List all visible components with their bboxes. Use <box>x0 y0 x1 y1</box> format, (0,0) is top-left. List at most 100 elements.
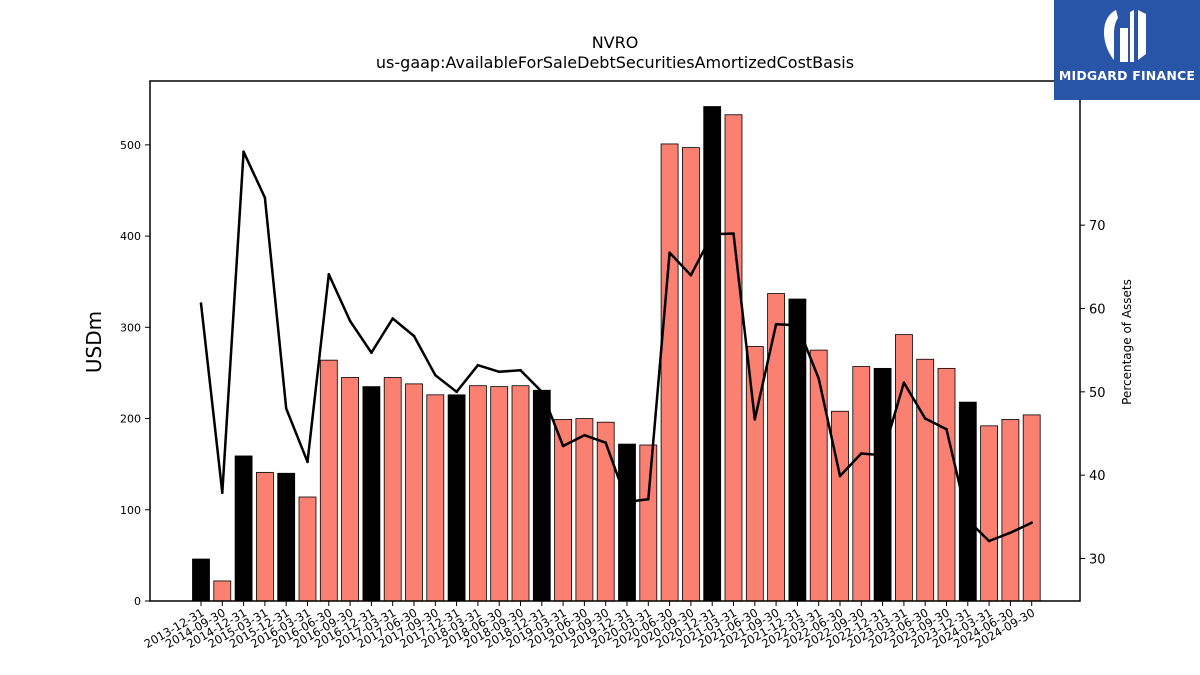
line-point <box>796 323 799 327</box>
line-point <box>519 368 522 372</box>
bar <box>703 106 722 602</box>
bar <box>1022 414 1041 602</box>
line-point <box>689 273 693 277</box>
logo-text: MIDGARD FINANCE <box>1058 68 1196 83</box>
line-point <box>412 334 416 338</box>
line-point <box>476 363 480 367</box>
y-axis-label: USDm <box>82 311 106 373</box>
line-point <box>668 251 671 254</box>
line-point <box>348 319 352 323</box>
y-tick-label: 200 <box>120 413 141 426</box>
bar <box>895 334 913 602</box>
bar <box>958 401 977 602</box>
plot-frame <box>149 80 1081 602</box>
line-point <box>561 444 565 448</box>
bar <box>405 383 423 602</box>
bar <box>1001 419 1020 602</box>
line-point <box>923 417 927 420</box>
bar <box>277 472 296 602</box>
line-point <box>860 452 863 455</box>
bar <box>426 394 445 602</box>
bar <box>298 496 317 602</box>
bar <box>319 359 338 602</box>
bar <box>341 377 360 602</box>
bar <box>596 421 615 602</box>
line-point <box>647 498 650 501</box>
line-point <box>732 232 735 235</box>
y-tick-label: 100 <box>120 504 141 517</box>
bar <box>788 298 807 602</box>
chart-subtitle: us-gaap:AvailableForSaleDebtSecuritiesAm… <box>376 53 854 72</box>
bar <box>916 358 935 602</box>
bar <box>255 471 274 602</box>
line-point <box>710 233 714 236</box>
bar <box>575 418 594 602</box>
line-point <box>987 539 991 543</box>
bar <box>873 367 892 602</box>
line-point <box>604 441 607 444</box>
line-point <box>838 474 842 478</box>
line-point <box>242 150 245 154</box>
bar <box>980 425 998 602</box>
bar <box>234 455 253 602</box>
line-point <box>327 273 331 276</box>
y-tick-label: 300 <box>120 321 141 334</box>
percentage-line <box>199 150 1033 543</box>
line-point <box>455 390 458 394</box>
line-point <box>817 377 820 380</box>
line-point <box>881 453 884 457</box>
line-point <box>497 370 501 374</box>
bar <box>745 346 764 602</box>
bar <box>532 389 551 602</box>
bar <box>213 580 232 602</box>
line-point <box>774 323 778 326</box>
bar <box>724 114 743 602</box>
bar <box>192 558 210 602</box>
chart-title: NVRO <box>592 33 639 52</box>
y2-tick-label: 50 <box>1089 386 1106 401</box>
line-point <box>1009 531 1012 534</box>
bar <box>511 385 530 602</box>
y2-axis-label: Percentage of Assets <box>1120 279 1134 405</box>
line-point <box>902 381 906 384</box>
line-point <box>391 317 395 320</box>
midgard-finance-logo: MIDGARD FINANCE <box>1054 0 1200 100</box>
line-point <box>966 518 970 522</box>
line-point <box>583 433 586 437</box>
bar <box>639 444 658 602</box>
bar <box>660 143 679 602</box>
line-point <box>753 418 757 421</box>
bar <box>809 349 828 602</box>
line-point <box>945 428 948 431</box>
line-point <box>263 196 267 199</box>
bar <box>468 385 487 602</box>
bar <box>383 377 402 602</box>
bar <box>831 410 849 602</box>
bar <box>618 443 636 602</box>
bar <box>937 367 956 602</box>
bar <box>447 394 466 602</box>
y2-tick-label: 40 <box>1089 469 1106 484</box>
y-tick-label: 400 <box>120 230 141 243</box>
y2-tick-label: 70 <box>1089 219 1106 234</box>
bar <box>852 366 871 602</box>
line-point <box>1030 521 1033 524</box>
bar <box>682 147 700 602</box>
y-tick-label: 0 <box>134 595 141 608</box>
y2-tick-label: 60 <box>1089 303 1106 318</box>
line-point <box>306 460 309 464</box>
y-tick-label: 500 <box>120 139 141 152</box>
y2-tick-label: 30 <box>1089 553 1106 568</box>
line-point <box>370 351 373 354</box>
logo-mark-icon <box>1104 10 1146 62</box>
line-point <box>625 500 629 504</box>
line-point <box>284 407 288 410</box>
line-point <box>221 491 224 494</box>
bar <box>362 386 381 602</box>
bar <box>767 293 785 602</box>
bar <box>490 386 509 602</box>
line-point <box>540 390 544 394</box>
line-point <box>199 302 203 305</box>
line-point <box>434 373 437 377</box>
